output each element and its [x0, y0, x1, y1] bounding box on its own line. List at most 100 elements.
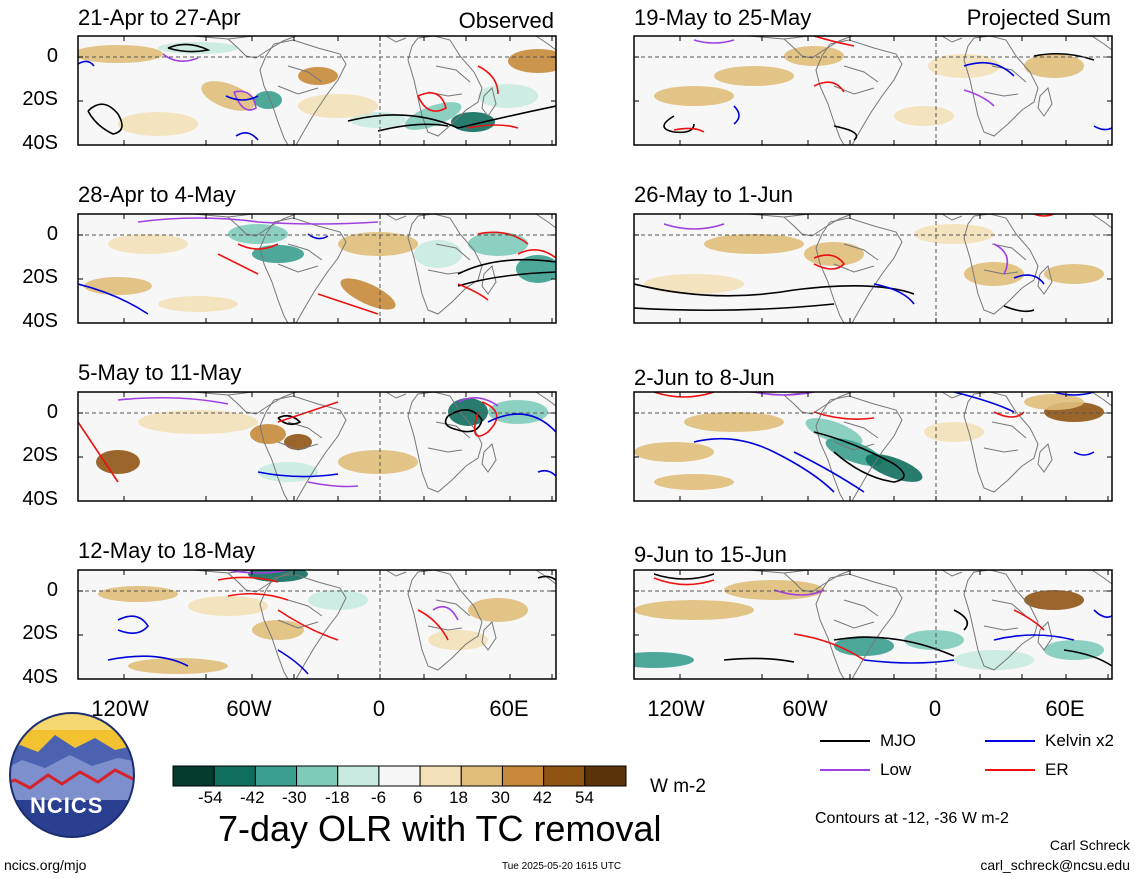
coastline [481, 265, 497, 295]
map-panel-1 [77, 35, 557, 146]
olr-anomaly-blob [865, 454, 923, 482]
olr-anomaly-blob [252, 620, 304, 640]
contour-er [477, 231, 529, 245]
lon-tick-label: 0 [928, 696, 942, 721]
coastline [1037, 621, 1053, 651]
contour-kel [733, 105, 740, 125]
coastline [277, 441, 319, 451]
panel-title-8: 9-Jun to 15-Jun [634, 542, 787, 567]
coastline [435, 599, 471, 617]
contour-mjo [457, 271, 556, 287]
coastline [843, 599, 879, 617]
coastline [535, 36, 556, 51]
coastline [963, 36, 1039, 137]
coastline [815, 577, 845, 679]
panel-frame [633, 213, 1113, 324]
lon-tick-label: 60W [782, 696, 828, 721]
coastline [385, 214, 407, 221]
coastline [259, 221, 289, 323]
olr-anomaly-blob [924, 422, 984, 442]
contour-er [793, 633, 865, 661]
colorbar [172, 765, 627, 787]
ncics-logo [9, 712, 135, 838]
coastline [815, 221, 845, 323]
contour-kel [953, 392, 1015, 413]
coastline [481, 621, 497, 651]
coastline [277, 263, 319, 273]
contour-mjo [457, 258, 556, 275]
colorbar-swatch [584, 765, 627, 787]
contour-low [993, 243, 1009, 275]
olr-anomaly-blob [201, 81, 255, 111]
coastline [1037, 265, 1053, 295]
coastline [287, 243, 323, 261]
contour-low [307, 481, 359, 488]
colorbar-swatch [378, 765, 421, 787]
map-panel-4 [77, 569, 557, 680]
contour-mjo [634, 303, 835, 312]
olr-anomaly-blob [914, 224, 994, 244]
olr-anomaly-blob [298, 67, 338, 85]
email-link[interactable]: carl_schreck@ncsu.edu [980, 857, 1130, 873]
contour-er [417, 609, 449, 641]
contour-kel [1053, 392, 1095, 396]
legend [820, 740, 1035, 771]
olr-anomaly-blob [96, 450, 140, 474]
colorbar-swatch [501, 765, 545, 787]
contour-kel [693, 437, 835, 493]
colorbar-tick: -54 [198, 788, 223, 807]
legend-label-mjo: MJO [880, 731, 916, 750]
panel-title-6: 26-May to 1-Jun [634, 182, 793, 207]
olr-anomaly-blob [904, 630, 964, 650]
coastline [427, 625, 463, 631]
contour-kel [963, 61, 1015, 77]
contour-er [477, 65, 499, 95]
olr-anomaly-blob [250, 424, 286, 444]
contour-er [813, 254, 846, 270]
contour-kel [277, 649, 309, 675]
olr-anomaly-blob [1024, 394, 1084, 410]
coastline [829, 217, 903, 323]
coastline [535, 214, 556, 229]
coastline [427, 447, 463, 453]
coastline [843, 65, 879, 83]
coastline [843, 421, 879, 439]
contour-er [217, 253, 259, 275]
olr-anomaly-blob [108, 234, 188, 254]
contour-er [813, 36, 855, 47]
website-link[interactable]: ncics.org/mjo [4, 857, 87, 873]
lon-tick-label: 60E [489, 696, 529, 721]
coastline [407, 36, 483, 137]
contour-kel [873, 283, 915, 305]
colorbar-swatch [460, 765, 503, 787]
contour-kel [487, 413, 556, 433]
coastline [287, 599, 323, 617]
coastline [983, 91, 1019, 97]
coastline [991, 243, 1027, 261]
contour-er [417, 92, 447, 112]
olr-anomaly-blob [338, 232, 418, 256]
lat-tick-label: 40S [22, 666, 58, 688]
coastline [435, 421, 471, 439]
coastline [963, 214, 1039, 315]
coastline [941, 36, 963, 43]
olr-anomaly-blob [98, 586, 178, 602]
map-panel-7 [633, 391, 1113, 502]
panel-frame [77, 569, 557, 680]
coastline [259, 577, 289, 679]
contour-er [653, 392, 715, 398]
colorbar-tick: 54 [575, 788, 594, 807]
olr-anomaly-blob [704, 234, 804, 254]
olr-anomaly-blob [964, 262, 1024, 286]
contour-kel [117, 615, 149, 634]
olr-anomaly-blob [248, 570, 308, 582]
olr-anomaly-blob [350, 112, 406, 128]
legend-label-er: ER [1045, 760, 1069, 779]
legend-label-kelvin: Kelvin x2 [1045, 731, 1114, 750]
lat-tick-label: 40S [22, 132, 58, 154]
lat-tick-label: 0 [46, 579, 58, 601]
legend-label-low: Low [880, 760, 912, 779]
olr-anomaly-blob [468, 598, 528, 622]
olr-anomaly-blob [654, 474, 734, 490]
